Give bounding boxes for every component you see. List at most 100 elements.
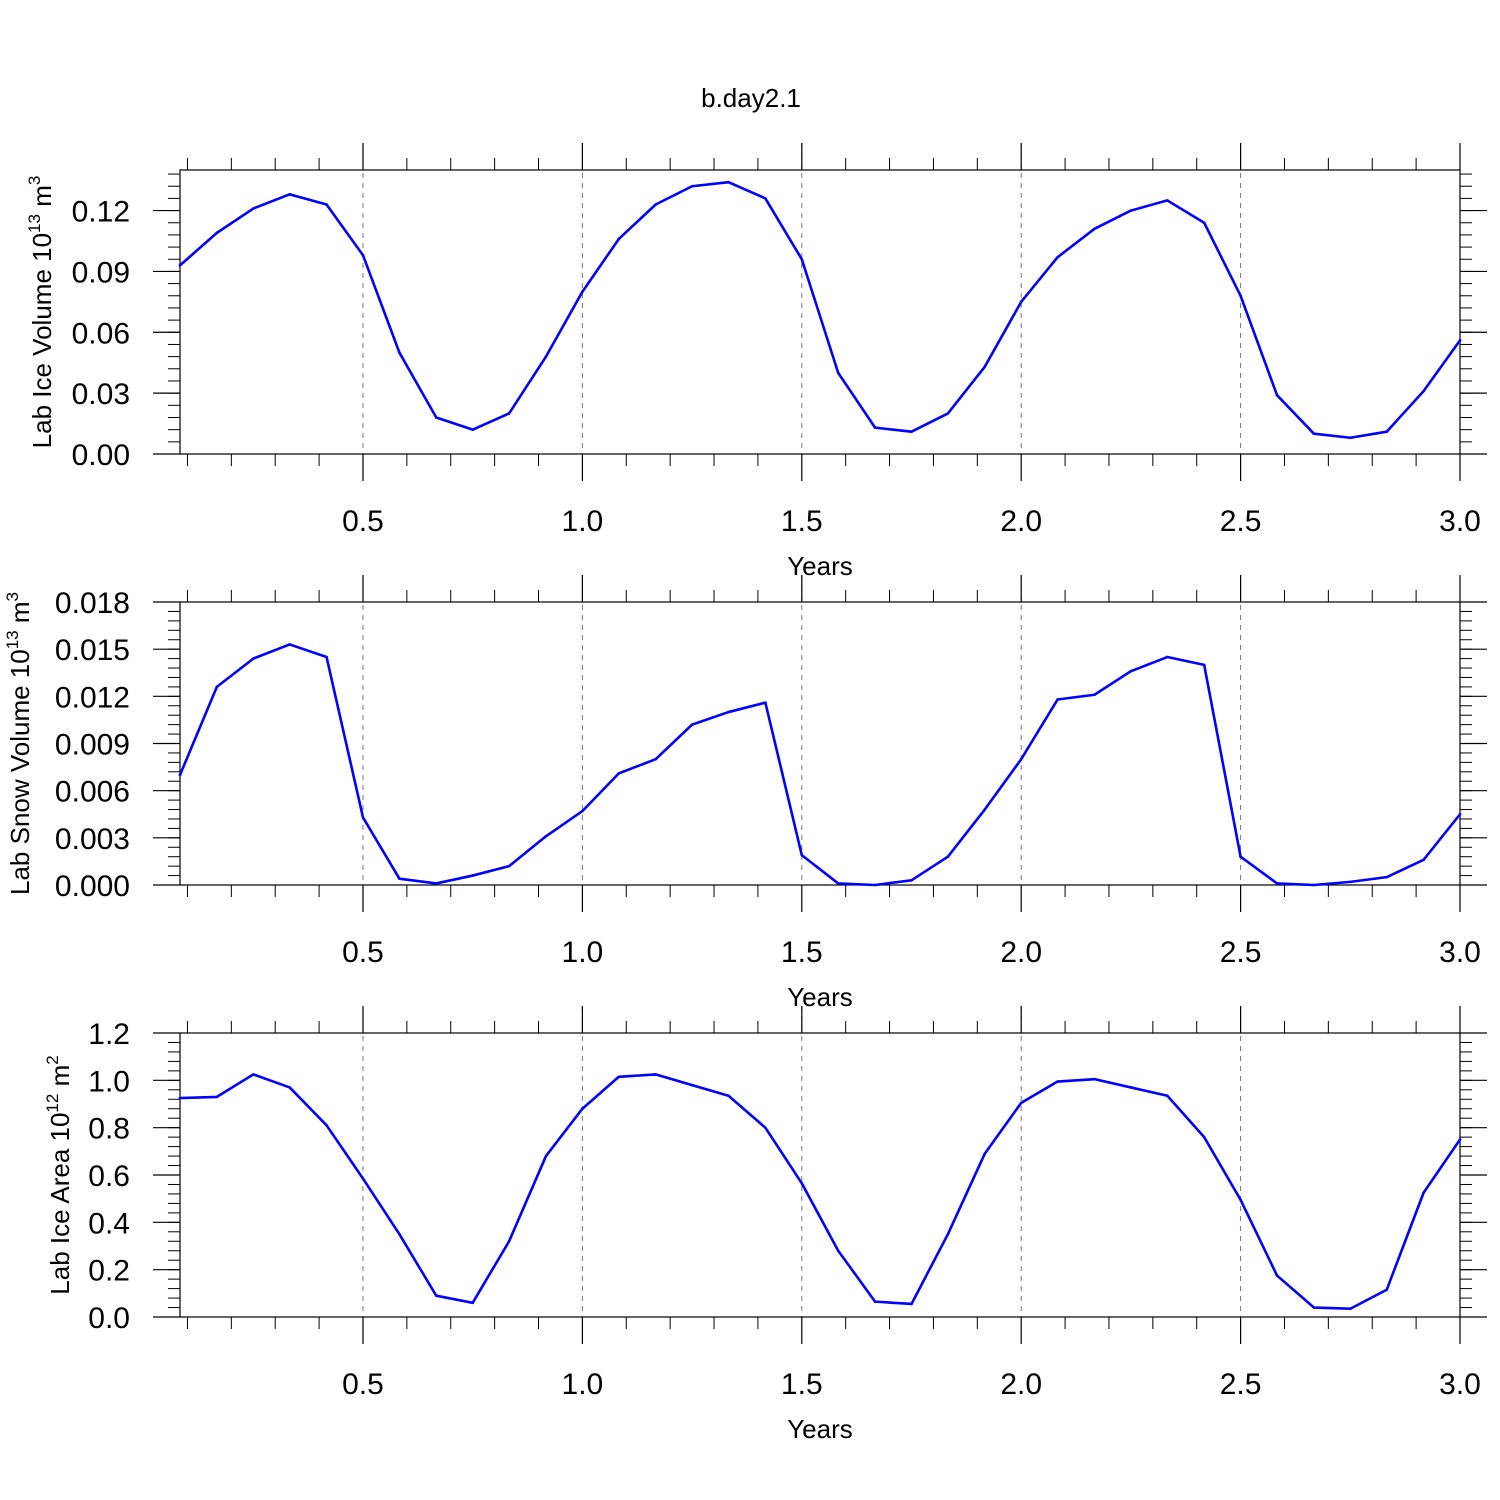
data-point (1129, 1086, 1133, 1089)
data-point (617, 1075, 621, 1079)
data-point (581, 809, 584, 813)
data-point (434, 882, 438, 885)
data-point (325, 203, 328, 206)
x-tick-label: 2.5 (1220, 505, 1262, 538)
data-point (836, 882, 840, 885)
data-point (946, 1232, 950, 1236)
data-point (178, 264, 182, 267)
plot-frame (179, 1032, 1461, 1318)
data-point (288, 643, 292, 646)
y-axis-label-exponent: 13 (25, 214, 44, 233)
x-tick-label: 2.0 (1000, 1368, 1042, 1401)
data-point (251, 657, 255, 660)
data-point (1056, 1080, 1059, 1083)
x-tick-label: 0.5 (342, 505, 384, 538)
data-point (361, 253, 365, 257)
y-axis-label: Lab Ice Volume 1013 m3 (25, 176, 57, 449)
data-point (727, 710, 730, 714)
x-tick-label: 2.0 (1000, 936, 1042, 969)
y-tick-label: 0.09 (72, 256, 130, 289)
x-tick-label: 1.5 (781, 1368, 823, 1401)
data-point (800, 1181, 804, 1185)
data-point (1166, 1094, 1169, 1098)
data-point (836, 371, 840, 375)
data-point (1348, 436, 1352, 440)
data-point (215, 685, 219, 689)
y-axis-label-text: m (5, 601, 35, 630)
data-point (1093, 227, 1096, 231)
data-point (617, 772, 621, 775)
y-tick-label: 1.2 (88, 1018, 130, 1051)
data-point (178, 1096, 182, 1100)
plot-frame (179, 601, 1461, 886)
data-point (1385, 430, 1389, 433)
x-tick-label: 1.0 (562, 505, 604, 538)
data-point (434, 416, 438, 419)
x-axis-label: Years (787, 982, 853, 1012)
data-point (690, 184, 694, 188)
data-point (1056, 255, 1059, 259)
data-point (471, 428, 474, 431)
data-point (1202, 221, 1206, 225)
data-point (1129, 669, 1133, 673)
y-tick-label: 0.006 (55, 776, 130, 809)
data-point (873, 426, 877, 429)
data-point (873, 883, 877, 887)
series-line-1 (178, 1073, 1462, 1311)
data-point (983, 1152, 987, 1155)
data-point (507, 1239, 511, 1243)
data-point (1019, 1101, 1023, 1105)
data-point (1275, 882, 1279, 885)
y-axis-label-text: Lab Snow Volume 10 (5, 649, 35, 895)
data-point (1275, 393, 1279, 397)
x-tick-label: 0.5 (342, 936, 384, 969)
x-axis-label: Years (787, 551, 853, 581)
data-point (544, 1154, 548, 1158)
data-point (215, 1095, 219, 1099)
data-point (215, 231, 219, 235)
data-point (1312, 1306, 1316, 1309)
data-point (946, 412, 950, 415)
y-tick-label: 0.8 (88, 1113, 130, 1146)
y-axis-label-exponent: 3 (3, 592, 22, 601)
y-axis-label-exponent: 3 (25, 176, 44, 185)
y-tick-label: 0.4 (88, 1207, 130, 1240)
series-line-1 (178, 180, 1462, 440)
x-tick-label: 2.5 (1220, 1368, 1262, 1401)
data-point (581, 1107, 584, 1111)
data-point (654, 203, 657, 206)
data-point (1239, 1198, 1242, 1202)
figure-title: b.day2.1 (701, 83, 801, 113)
y-axis-label: Lab Ice Area 1012 m2 (43, 1055, 75, 1294)
data-point (1458, 1138, 1462, 1141)
data-point (398, 1232, 401, 1236)
data-point (1129, 209, 1133, 212)
y-tick-label: 0.2 (88, 1255, 130, 1288)
x-tick-label: 2.0 (1000, 505, 1042, 538)
data-point (983, 365, 987, 369)
y-tick-label: 0.00 (72, 439, 130, 472)
x-tick-label: 0.5 (342, 1368, 384, 1401)
y-axis-label: Lab Snow Volume 1013 m3 (3, 592, 35, 895)
data-point (325, 655, 328, 659)
data-point (325, 1124, 328, 1127)
y-tick-label: 0.012 (55, 681, 130, 714)
data-point (1348, 1307, 1352, 1311)
y-axis-label-text: m (27, 185, 57, 214)
data-point (1239, 294, 1242, 298)
data-point (1385, 875, 1389, 879)
data-point (581, 290, 584, 294)
data-point (1312, 883, 1316, 887)
data-point (1422, 389, 1425, 393)
x-tick-label: 1.5 (781, 505, 823, 538)
data-point (1312, 432, 1316, 436)
y-tick-label: 1.0 (88, 1065, 130, 1098)
chart-panel-2: 0.5 1.0 1.5 2.0 2.5 3.0 0.000 0.003 0.006 0.009 0.… (3, 575, 1487, 1012)
data-point (398, 877, 401, 881)
data-point (544, 355, 548, 358)
y-tick-label: 0.12 (72, 196, 130, 229)
x-tick-label: 3.0 (1439, 505, 1481, 538)
series-line-1 (178, 643, 1462, 887)
y-tick-label: 0.003 (55, 823, 130, 856)
